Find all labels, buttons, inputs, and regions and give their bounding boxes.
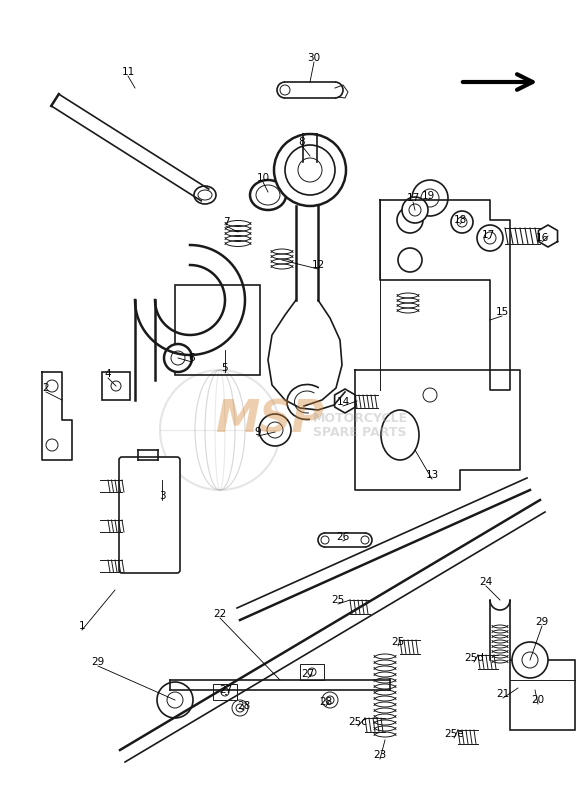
Ellipse shape <box>250 180 286 210</box>
Text: 11: 11 <box>121 67 135 77</box>
Text: 30: 30 <box>307 53 321 63</box>
Text: 1: 1 <box>79 621 85 631</box>
Text: 23: 23 <box>373 750 387 760</box>
FancyBboxPatch shape <box>119 457 180 573</box>
Text: 25e: 25e <box>444 729 464 739</box>
Text: 14: 14 <box>336 397 350 407</box>
Text: 13: 13 <box>425 470 439 480</box>
Text: 6: 6 <box>189 353 195 363</box>
Text: 25: 25 <box>331 595 345 605</box>
Text: 20: 20 <box>531 695 544 705</box>
Circle shape <box>157 682 193 718</box>
Circle shape <box>477 225 503 251</box>
Text: 19: 19 <box>422 191 434 201</box>
Text: 28: 28 <box>319 697 333 707</box>
Text: 29: 29 <box>536 617 548 627</box>
Text: MOTORCYCLE: MOTORCYCLE <box>312 411 408 425</box>
Text: 3: 3 <box>159 491 165 501</box>
Text: 22: 22 <box>213 609 227 619</box>
Text: 9: 9 <box>255 427 261 437</box>
Text: 4: 4 <box>105 369 112 379</box>
Circle shape <box>451 211 473 233</box>
Text: 16: 16 <box>536 233 548 243</box>
Text: 24: 24 <box>479 577 493 587</box>
Text: 26: 26 <box>336 532 350 542</box>
Text: 18: 18 <box>453 215 467 225</box>
Circle shape <box>512 642 548 678</box>
Text: 28: 28 <box>237 701 251 711</box>
Text: 10: 10 <box>256 173 270 183</box>
Bar <box>510 660 575 730</box>
Circle shape <box>412 180 448 216</box>
Text: 27: 27 <box>220 685 232 695</box>
Text: 12: 12 <box>311 260 325 270</box>
Text: 15: 15 <box>495 307 509 317</box>
Text: 25d: 25d <box>464 653 484 663</box>
Text: MSP: MSP <box>215 398 325 442</box>
Text: 17: 17 <box>481 230 495 240</box>
Bar <box>213 684 237 700</box>
Circle shape <box>232 700 248 716</box>
Text: 7: 7 <box>223 217 230 227</box>
Circle shape <box>402 197 428 223</box>
Text: SPARE PARTS: SPARE PARTS <box>313 426 406 438</box>
Text: 29: 29 <box>91 657 105 667</box>
Circle shape <box>164 344 192 372</box>
Bar <box>175 285 260 375</box>
Text: 17: 17 <box>406 193 420 203</box>
Circle shape <box>259 414 291 446</box>
Text: 25: 25 <box>391 637 405 647</box>
Text: 2: 2 <box>43 383 49 393</box>
Text: 5: 5 <box>222 363 228 373</box>
Text: 27: 27 <box>301 669 315 679</box>
Text: 25c: 25c <box>349 717 367 727</box>
Circle shape <box>274 134 346 206</box>
Circle shape <box>322 692 338 708</box>
Text: 21: 21 <box>496 689 510 699</box>
Bar <box>102 372 130 400</box>
Text: 8: 8 <box>298 137 305 147</box>
Bar <box>300 664 324 680</box>
Ellipse shape <box>194 186 216 204</box>
